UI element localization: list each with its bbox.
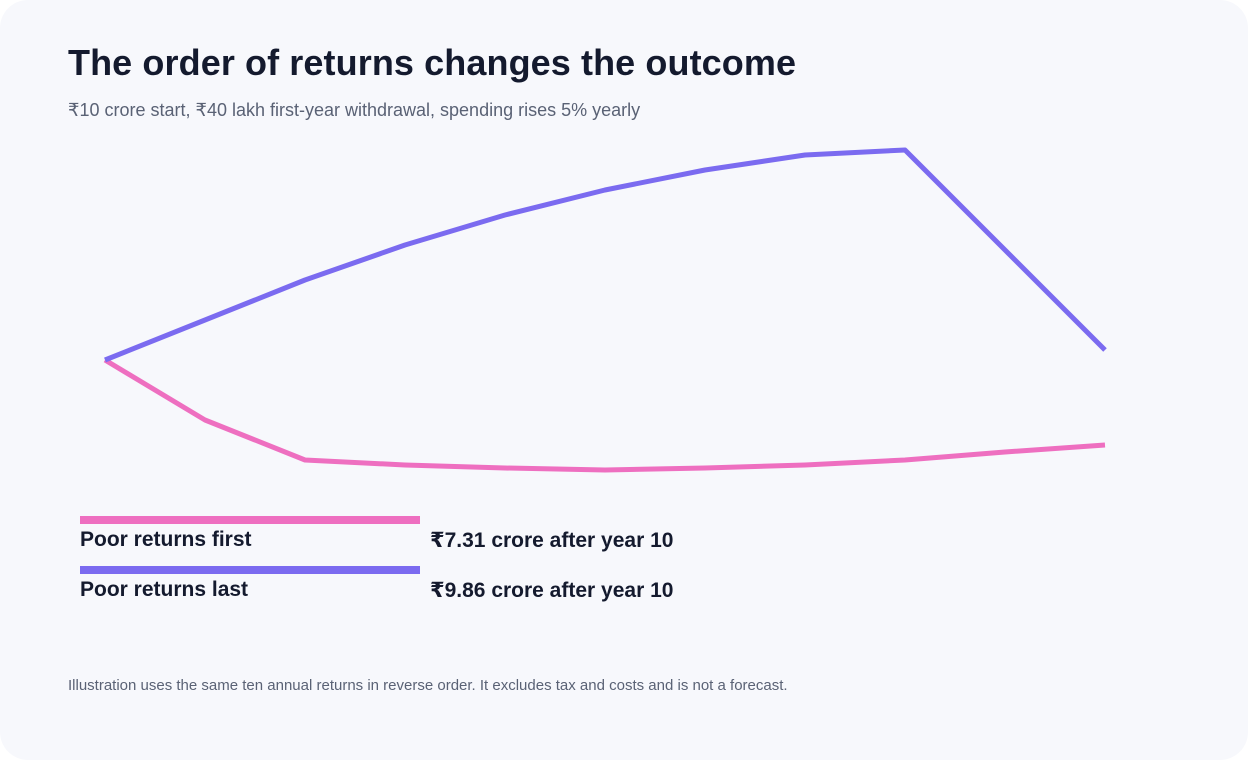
series-line-poor-returns-first	[103, 357, 1106, 473]
legend-value-poor-returns-first: ₹7.31 crore after year 10	[430, 529, 674, 552]
chart-subtitle: ₹10 crore start, ₹40 lakh first-year wit…	[68, 100, 641, 120]
legend-swatch-poor-returns-last	[80, 566, 420, 574]
legend-swatch-poor-returns-first	[80, 516, 420, 524]
footnote: Illustration uses the same ten annual re…	[68, 677, 788, 694]
legend-label-poor-returns-last: Poor returns last	[80, 578, 249, 601]
chart-title: The order of returns changes the outcome	[68, 42, 797, 83]
legend-value-poor-returns-last: ₹9.86 crore after year 10	[430, 579, 674, 602]
legend-item-poor-returns-first: Poor returns first ₹7.31 crore after yea…	[80, 516, 720, 566]
line-chart	[103, 147, 1107, 473]
legend-item-poor-returns-last: Poor returns last ₹9.86 crore after year…	[80, 566, 720, 616]
legend-label-poor-returns-first: Poor returns first	[80, 528, 252, 551]
series-line-poor-returns-last	[104, 147, 1107, 363]
